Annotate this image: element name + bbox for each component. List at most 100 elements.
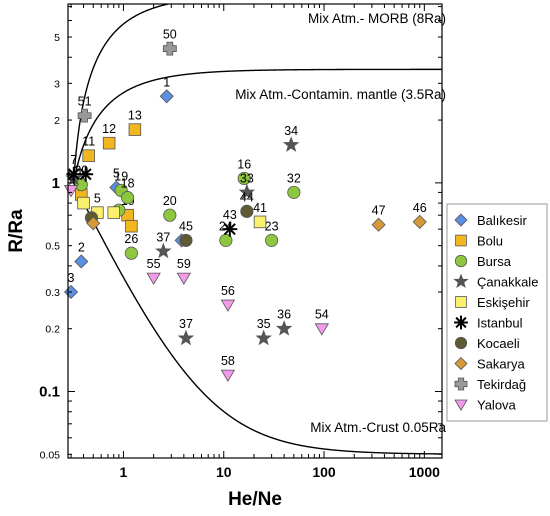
y-tick-label: 2	[54, 115, 60, 127]
legend-label: Tekirdağ	[477, 377, 526, 392]
curve-label-2: Mix Atm.-Contamin. mantle (3.5Ra)	[235, 87, 446, 102]
legend-label: Sakarya	[477, 357, 525, 372]
point--anakkale-1	[238, 183, 256, 200]
y-tick-label: 3	[54, 78, 60, 90]
point-bursa-2	[163, 208, 177, 222]
point-label: 16	[237, 157, 251, 171]
plot-frame	[67, 3, 443, 459]
point-bolu-5	[125, 219, 138, 233]
point-label: 55	[147, 257, 161, 271]
point--anakkale-0	[282, 136, 300, 152]
legend-label: Bolu	[477, 234, 503, 249]
y-tick-label: 0.05	[40, 449, 61, 461]
point-eski-ehir-3	[77, 196, 90, 210]
legend-marker-5	[454, 315, 468, 330]
point-label: 44	[240, 190, 254, 204]
point-bolu-1	[102, 136, 116, 150]
y-tick-label: 0.1	[39, 383, 60, 400]
y-axis-title: R/Ra	[6, 209, 27, 253]
point-label: 26	[124, 232, 138, 246]
point-label: 43	[223, 208, 237, 222]
legend-marker-8	[454, 377, 468, 391]
point-yalova-4	[220, 369, 236, 382]
x-tick-label: 10	[216, 464, 232, 480]
point-bolu-0	[128, 123, 142, 136]
point-sakarya-2	[86, 216, 101, 231]
point-label: 56	[221, 284, 235, 298]
point-label: 32	[287, 171, 301, 185]
legend-marker-6	[454, 336, 468, 350]
point-kocaeli-1	[179, 233, 193, 247]
point-label: 5	[94, 192, 101, 206]
point-label: 23	[265, 219, 279, 233]
point-label: 37	[156, 230, 170, 244]
point-label: 36	[277, 308, 291, 322]
point-label: 3	[68, 271, 75, 285]
point-label: 5	[68, 169, 75, 183]
legend-label: Balıkesir	[477, 213, 528, 228]
legend-marker-3	[453, 273, 469, 289]
legend-label: Çanakkale	[477, 275, 538, 290]
point--anakkale-4	[255, 329, 272, 346]
point-istanbul-2	[222, 221, 238, 237]
legend: Balıkesir Bolu Bursa Çanakkale Eskişehir Ista…	[446, 203, 548, 422]
legend-marker-1	[455, 234, 467, 247]
point-label: 37	[179, 317, 193, 331]
y-tick-label: 5	[54, 32, 60, 44]
point-kocaeli-0	[240, 204, 254, 218]
point-label: 12	[102, 122, 116, 136]
mixing-curve-3	[72, 182, 442, 455]
legend-marker-4	[455, 296, 467, 308]
x-tick-label: 1	[120, 464, 128, 480]
point-sakarya-0	[371, 217, 386, 232]
point--anakkale-2	[155, 242, 172, 259]
point-bursa-7	[121, 191, 135, 205]
point-istanbul-1	[78, 166, 94, 182]
point-yalova-0	[146, 272, 161, 285]
y-tick-label: 1	[52, 175, 60, 192]
legend-label: Yalova	[477, 398, 517, 413]
legend-label: Bursa	[477, 254, 512, 269]
point-label: 51	[78, 95, 92, 109]
point-label: 1	[163, 75, 170, 89]
point-tekirda--1	[77, 108, 92, 123]
mixing-curve-2	[72, 68, 442, 183]
point-label: 46	[413, 201, 427, 215]
point-label: 7	[70, 153, 77, 167]
point-label: 35	[257, 317, 271, 331]
point-label: 34	[284, 124, 298, 138]
point-eski-ehir-2	[253, 215, 267, 229]
x-axis-title: He/Ne	[228, 489, 282, 510]
point-label: 20	[163, 194, 177, 208]
legend-label: Kocaeli	[477, 336, 520, 351]
point-label: 18	[121, 177, 135, 191]
legend-marker-2	[454, 254, 468, 268]
point-tekirda--0	[162, 41, 177, 56]
legend-label: Istanbul	[477, 316, 523, 331]
point-label: 59	[177, 257, 191, 271]
point-label: 33	[240, 171, 254, 185]
point--anakkale-3	[177, 329, 195, 346]
point-label: 50	[163, 28, 177, 42]
x-tick-label: 100	[312, 464, 336, 480]
point-bal-kesir-0	[159, 89, 174, 104]
point-yalova-2	[220, 299, 236, 312]
y-tick-label: 0.5	[45, 241, 60, 253]
point-label: 41	[253, 201, 267, 215]
x-tick-label: 1000	[409, 464, 440, 480]
point-label: 47	[372, 204, 386, 218]
legend-marker-9	[454, 399, 468, 411]
point-label: 54	[315, 308, 329, 322]
point-sakarya-1	[412, 214, 427, 229]
point-label: 45	[179, 219, 193, 233]
point-label: 58	[221, 354, 235, 368]
y-tick-label: 0.3	[45, 287, 60, 299]
point-bolu-2	[82, 149, 95, 162]
mixing-curve-1	[72, 4, 172, 183]
point-bursa-1	[287, 185, 301, 199]
point-bursa-0	[237, 171, 251, 186]
point-label: 19	[114, 169, 128, 183]
legend-marker-7	[454, 356, 468, 371]
